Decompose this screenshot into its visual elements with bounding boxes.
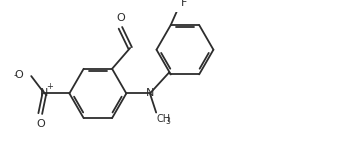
Text: 3: 3 — [166, 117, 171, 126]
Text: O: O — [36, 119, 45, 129]
Text: F: F — [180, 0, 187, 8]
Text: +: + — [46, 82, 53, 91]
Text: O: O — [116, 13, 125, 23]
Text: CH: CH — [157, 114, 171, 124]
Text: -: - — [14, 70, 17, 80]
Text: N: N — [146, 89, 154, 98]
Text: N: N — [40, 89, 49, 98]
Text: O: O — [15, 70, 24, 80]
